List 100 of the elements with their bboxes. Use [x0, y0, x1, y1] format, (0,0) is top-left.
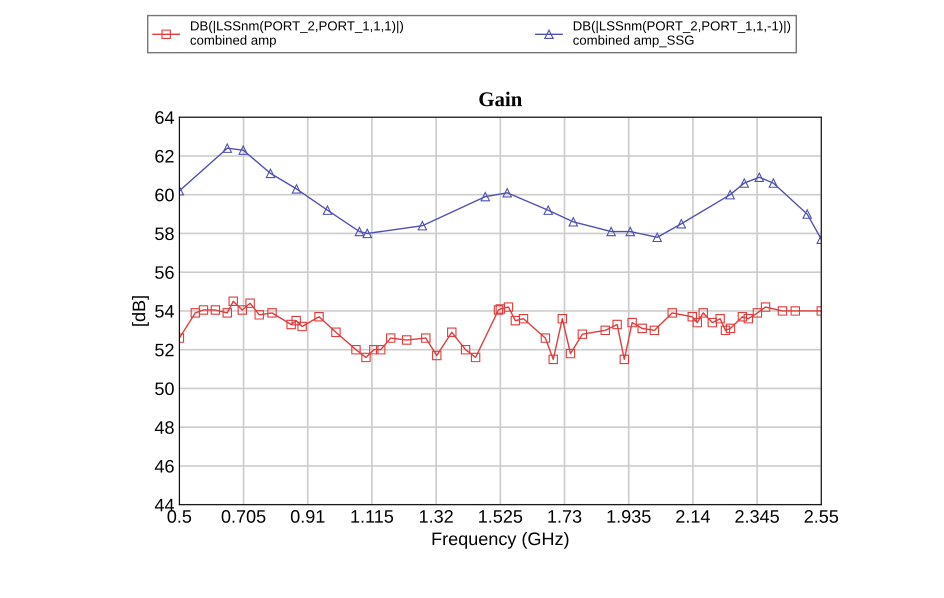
- point: [210, 305, 220, 315]
- y-tick-label: 56: [155, 266, 174, 279]
- point: [568, 217, 578, 227]
- point: [292, 184, 302, 194]
- legend-label: DB(|LSSnm(PORT_2,PORT_1,1,-1)|) combined amp_SSG: [573, 20, 790, 48]
- point: [566, 348, 576, 358]
- point: [650, 326, 660, 336]
- point: [668, 308, 677, 318]
- point: [652, 232, 662, 242]
- y-tick-label: 50: [155, 382, 174, 396]
- point: [238, 145, 248, 155]
- point: [738, 312, 748, 322]
- point: [708, 318, 718, 328]
- point: [627, 318, 637, 328]
- point: [238, 305, 248, 315]
- y-tick-label: 62: [155, 150, 174, 163]
- point: [470, 352, 480, 362]
- point: [558, 314, 568, 324]
- y-tick-label: 44: [154, 498, 174, 512]
- point: [600, 326, 610, 336]
- point: [432, 350, 442, 360]
- point: [418, 220, 428, 230]
- point: [698, 308, 708, 318]
- point: [402, 335, 412, 345]
- point: [222, 143, 232, 153]
- x-tick-label: 1.32: [420, 510, 453, 523]
- x-tick-label: 2.55: [804, 510, 838, 523]
- x-tick-label: 0.91: [290, 510, 324, 523]
- point: [254, 310, 264, 320]
- point: [460, 344, 470, 354]
- point: [447, 328, 457, 337]
- y-tick-label: 52: [155, 344, 174, 356]
- point: [676, 219, 686, 228]
- x-tick-label: 1.73: [548, 510, 582, 523]
- point: [726, 324, 736, 334]
- point: [369, 344, 379, 354]
- y-tick-label: 64: [155, 111, 174, 124]
- x-tick-label: 1.935: [607, 510, 651, 523]
- point: [626, 226, 635, 236]
- point: [740, 178, 749, 188]
- point: [754, 172, 764, 182]
- point: [620, 354, 630, 364]
- point: [768, 178, 778, 188]
- x-tick-label: 2.14: [676, 510, 710, 523]
- point: [612, 320, 622, 330]
- point: [480, 192, 490, 202]
- point: [376, 344, 386, 354]
- x-tick-label: 2.345: [735, 510, 779, 523]
- point: [314, 312, 324, 322]
- point: [692, 318, 702, 328]
- point: [540, 333, 550, 343]
- point: [267, 308, 277, 318]
- y-tick-label: 46: [154, 460, 174, 473]
- point: [245, 298, 255, 308]
- point: [291, 316, 301, 326]
- point: [297, 322, 307, 332]
- point: [720, 326, 730, 336]
- point: [518, 314, 528, 324]
- point: [504, 302, 514, 312]
- x-tick-label: 1.525: [479, 510, 522, 523]
- point: [286, 320, 296, 330]
- point: [502, 188, 512, 198]
- point: [421, 333, 431, 343]
- y-axis-title: [dB]: [132, 296, 149, 326]
- point: [510, 316, 520, 326]
- point: [744, 314, 754, 324]
- point: [802, 209, 812, 219]
- point: [361, 352, 371, 362]
- point: [362, 228, 372, 238]
- point: [548, 354, 558, 364]
- point: [266, 168, 276, 178]
- point: [688, 312, 697, 322]
- point: [322, 205, 332, 215]
- x-tick-label: 0.705: [222, 510, 266, 523]
- x-tick-label: 1.115: [351, 510, 394, 523]
- y-tick-label: 60: [155, 188, 174, 202]
- point: [715, 314, 725, 324]
- point: [354, 226, 364, 236]
- point: [778, 306, 788, 316]
- point: [198, 305, 208, 315]
- point: [190, 308, 200, 318]
- y-tick-label: 48: [154, 421, 174, 434]
- point: [637, 324, 647, 334]
- point: [544, 205, 553, 215]
- chart-title: Gain: [479, 92, 522, 106]
- point: [228, 296, 238, 306]
- y-tick-label: 54: [155, 305, 174, 318]
- point: [222, 308, 232, 318]
- point: [760, 302, 770, 312]
- legend-label: DB(|LSSnm(PORT_2,PORT_1,1,1)|) combined amp: [190, 20, 404, 48]
- x-axis-title: Frequency (GHz): [432, 532, 568, 549]
- point: [752, 308, 762, 318]
- point: [725, 190, 735, 200]
- point: [331, 328, 341, 337]
- point: [790, 306, 800, 316]
- y-tick-label: 58: [155, 227, 174, 240]
- x-tick-label: 0.5: [168, 510, 192, 523]
- point: [386, 333, 396, 343]
- point: [606, 226, 616, 236]
- point: [578, 329, 588, 339]
